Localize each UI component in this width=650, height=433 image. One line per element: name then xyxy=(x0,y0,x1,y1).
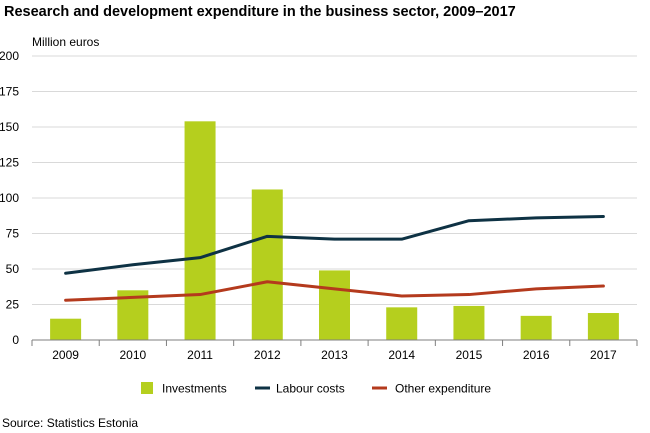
legend-label-labour-costs: Labour costs xyxy=(276,382,345,396)
x-tick-label-2016: 2016 xyxy=(523,348,550,362)
y-tick-label-150: 150 xyxy=(0,120,19,134)
y-tick-labels: 0 25 50 75 100 125 150 175 200 xyxy=(0,49,19,347)
bar-2014 xyxy=(386,307,418,340)
y-tick-label-100: 100 xyxy=(0,191,19,205)
x-tick-label-2017: 2017 xyxy=(590,348,617,362)
x-tick-label-2010: 2010 xyxy=(119,348,146,362)
bar-2016 xyxy=(520,315,552,340)
bars xyxy=(50,121,619,340)
lines xyxy=(64,214,605,302)
legend: Investments Labour costs Other expenditure xyxy=(141,382,491,396)
legend-label-investments: Investments xyxy=(162,382,227,396)
x-tick-label-2012: 2012 xyxy=(254,348,281,362)
x-tick-label-2011: 2011 xyxy=(187,348,213,362)
x-tick-label-2009: 2009 xyxy=(52,348,79,362)
y-tick-label-75: 75 xyxy=(6,227,20,241)
y-tick-label-175: 175 xyxy=(0,85,19,99)
y-axis-label: Million euros xyxy=(32,35,99,49)
bar-2013 xyxy=(319,270,350,340)
line-other-expenditure xyxy=(64,280,605,302)
x-tick-label-2014: 2014 xyxy=(388,348,415,362)
legend-swatch-investments xyxy=(141,382,153,394)
x-tick-label-2013: 2013 xyxy=(321,348,348,362)
y-tick-label-125: 125 xyxy=(0,156,19,170)
bar-2009 xyxy=(50,318,82,340)
y-tick-label-200: 200 xyxy=(0,49,19,63)
line-labour-costs xyxy=(64,214,605,275)
x-tick-labels: 2009 2010 2011 2012 2013 2014 2015 2016 2017 xyxy=(52,348,617,362)
y-tick-label-25: 25 xyxy=(6,298,20,312)
bar-2017 xyxy=(587,313,619,340)
bar-2015 xyxy=(453,305,485,340)
chart-title: Research and development expenditure in … xyxy=(4,4,516,20)
y-tick-label-0: 0 xyxy=(12,333,19,347)
y-tick-label-50: 50 xyxy=(6,262,20,276)
legend-label-other-expenditure: Other expenditure xyxy=(395,382,491,396)
x-tick-label-2015: 2015 xyxy=(456,348,483,362)
bar-2012 xyxy=(251,189,283,340)
source-note: Source: Statistics Estonia xyxy=(2,416,139,430)
x-axis xyxy=(31,339,638,346)
bar-2011 xyxy=(184,121,216,340)
